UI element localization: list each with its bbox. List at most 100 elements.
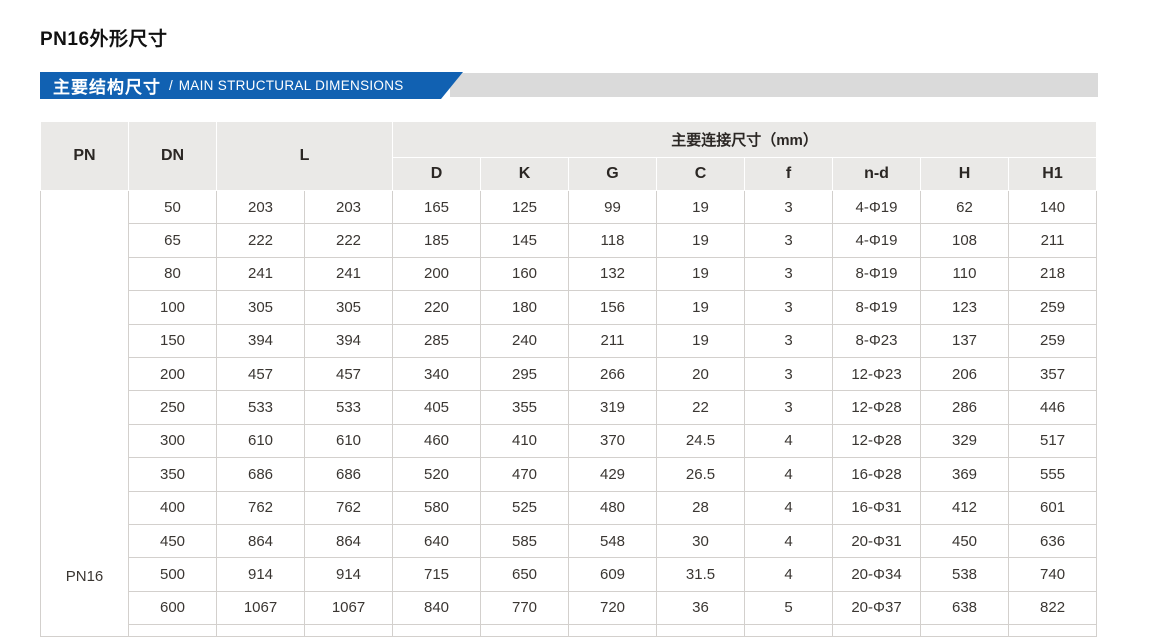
table-cell: 145: [480, 223, 569, 258]
table-cell: 140: [1007, 189, 1098, 225]
table-cell: 222: [216, 223, 305, 258]
table-cell: [128, 624, 217, 637]
pn-value-label: PN16: [65, 568, 104, 585]
table-cell: 369: [920, 457, 1009, 492]
table-row: 600 1067 1067 840 770 720 36 5 20-Φ37 638 822: [41, 590, 1098, 626]
table-cell: 638: [920, 590, 1009, 626]
table-cell: 500: [128, 557, 217, 592]
table-cell: 12-Φ28: [832, 390, 921, 425]
table-cell: 4: [744, 490, 833, 525]
table-row: PN16 50 203 203 165 125 99 19 3 4-Φ19 62 140: [40, 189, 1098, 637]
table-cell: [744, 624, 833, 637]
column-header-dn: DN: [128, 121, 217, 191]
table-cell: 355: [480, 390, 569, 425]
column-header-pn: PN: [40, 121, 129, 191]
table-cell: 100: [128, 290, 217, 325]
table-cell: 20-Φ34: [832, 557, 921, 592]
table-cell: 250: [128, 390, 217, 425]
table-cell: 394: [216, 323, 305, 358]
table-cell: 150: [128, 323, 217, 358]
table-cell: 165: [392, 189, 481, 225]
table-cell: 300: [128, 423, 217, 459]
table-row: 150 394 394 285 240 211 19 3 8-Φ23 137 259: [41, 323, 1098, 358]
table-cell: 914: [304, 557, 393, 592]
table-cell: 3: [744, 223, 833, 258]
section-banner-separator: /: [169, 78, 173, 93]
table-row: 100 305 305 220 180 156 19 3 8-Φ19 123 259: [41, 290, 1098, 325]
table-cell: 108: [920, 223, 1009, 258]
table-cell: 555: [1007, 457, 1098, 492]
table-header: PN DN L 主要连接尺寸（mm） D K G C f n-d H H1: [40, 121, 1098, 191]
table-cell: 610: [304, 423, 393, 459]
table-cell: 4-Φ19: [832, 189, 921, 225]
table-row: 250 533 533 405 355 319 22 3 12-Φ28 286 446: [41, 390, 1098, 425]
table-cell: 720: [568, 590, 657, 626]
table-cell: 26.5: [656, 457, 745, 492]
table-cell: 329: [920, 423, 1009, 459]
table-cell: 295: [480, 356, 569, 392]
table-cell: 20-Φ31: [832, 523, 921, 559]
column-header-connection-group: 主要连接尺寸（mm）: [391, 121, 1098, 158]
table-cell: 305: [304, 290, 393, 325]
table-cell: 259: [1007, 323, 1098, 358]
table-cell: 400: [128, 490, 217, 525]
table-cell: 480: [568, 490, 657, 525]
table-cell: 8-Φ19: [832, 290, 921, 325]
section-banner: 主要结构尺寸 / MAIN STRUCTURAL DIMENSIONS: [40, 72, 463, 99]
table-cell: 19: [656, 290, 745, 325]
table-cell: 840: [392, 590, 481, 626]
column-header-g: G: [568, 157, 657, 191]
table-cell: 350: [128, 457, 217, 492]
column-header-nd: n-d: [832, 157, 921, 191]
table-cell: 686: [304, 457, 393, 492]
table-row: 400 762 762 580 525 480 28 4 16-Φ31 412 601: [41, 490, 1098, 525]
pn-group-cell: PN16: [40, 189, 129, 637]
table-cell: 19: [656, 189, 745, 225]
section-banner-title-en: MAIN STRUCTURAL DIMENSIONS: [178, 78, 404, 93]
column-header-h: H: [920, 157, 1009, 191]
column-header-f: f: [744, 157, 833, 191]
table-cell: 24.5: [656, 423, 745, 459]
table-cell: 405: [392, 390, 481, 425]
table-cell: [480, 624, 569, 637]
table-cell: 65: [128, 223, 217, 258]
table-cell: 610: [216, 423, 305, 459]
table-cell: 200: [128, 356, 217, 392]
table-cell: 640: [392, 523, 481, 559]
table-body: PN16 50 203 203 165 125 99 19 3 4-Φ19 62 140 65 222 22…: [40, 189, 1098, 637]
table-cell: 3: [744, 256, 833, 292]
table-cell: 36: [656, 590, 745, 626]
table-cell: 305: [216, 290, 305, 325]
table-cell: 450: [128, 523, 217, 559]
table-cell: 137: [920, 323, 1009, 358]
table-cell: 457: [304, 356, 393, 392]
table-cell: 203: [304, 189, 393, 225]
table-cell: 650: [480, 557, 569, 592]
table-cell: 241: [216, 256, 305, 292]
table-cell: 762: [304, 490, 393, 525]
table-cell: 4: [744, 557, 833, 592]
table-cell: 446: [1007, 390, 1098, 425]
table-cell: 3: [744, 189, 833, 225]
table-cell: 636: [1007, 523, 1098, 559]
column-header-h1: H1: [1007, 157, 1098, 191]
table-cell: 222: [304, 223, 393, 258]
table-cell: 770: [480, 590, 569, 626]
column-header-d: D: [392, 157, 481, 191]
table-cell: 601: [1007, 490, 1098, 525]
table-cell: 118: [568, 223, 657, 258]
column-header-k: K: [480, 157, 569, 191]
table-cell: 12-Φ28: [832, 423, 921, 459]
column-header-l: L: [216, 121, 393, 191]
table-cell: [920, 624, 1009, 637]
table-cell: 180: [480, 290, 569, 325]
table-cell: 4: [744, 523, 833, 559]
table-cell: 580: [392, 490, 481, 525]
table-cell: 4-Φ19: [832, 223, 921, 258]
table-cell: 50: [128, 189, 217, 225]
table-cell: 357: [1007, 356, 1098, 392]
table-cell: 319: [568, 390, 657, 425]
table-cell: 4: [744, 457, 833, 492]
table-cell: 132: [568, 256, 657, 292]
banner-gray-strip: [450, 73, 1098, 97]
